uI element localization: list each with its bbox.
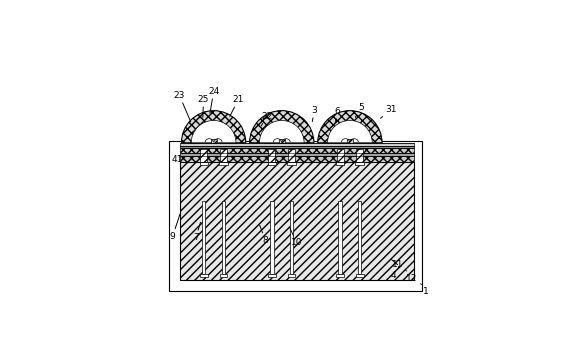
- Bar: [179, 156, 414, 162]
- Bar: [287, 162, 296, 165]
- Wedge shape: [259, 120, 304, 143]
- Bar: [179, 153, 414, 156]
- Bar: [290, 201, 293, 274]
- Bar: [356, 274, 364, 277]
- Bar: [222, 201, 225, 274]
- Wedge shape: [191, 120, 236, 143]
- Text: 21: 21: [230, 95, 244, 116]
- Bar: [270, 201, 273, 274]
- Text: 6: 6: [335, 107, 340, 121]
- Bar: [336, 162, 345, 165]
- Bar: [347, 139, 353, 143]
- Wedge shape: [181, 110, 245, 143]
- Bar: [219, 274, 228, 277]
- Text: 31: 31: [380, 105, 397, 118]
- Text: 7: 7: [193, 222, 200, 242]
- Bar: [288, 149, 295, 162]
- Bar: [336, 274, 344, 277]
- Bar: [269, 149, 276, 162]
- Bar: [220, 149, 227, 162]
- Text: 41: 41: [171, 155, 186, 164]
- Text: 22: 22: [261, 112, 272, 126]
- Bar: [268, 274, 276, 277]
- Bar: [179, 162, 414, 280]
- Bar: [356, 149, 363, 162]
- Bar: [200, 149, 207, 162]
- Bar: [336, 149, 343, 162]
- Bar: [200, 274, 208, 277]
- Bar: [179, 145, 414, 148]
- Bar: [278, 139, 285, 143]
- Text: 11: 11: [391, 259, 404, 269]
- Text: 1: 1: [421, 284, 429, 296]
- Bar: [179, 143, 414, 145]
- Bar: [356, 162, 364, 165]
- Bar: [219, 162, 228, 165]
- Text: 24: 24: [208, 87, 219, 113]
- Text: 4: 4: [391, 267, 399, 280]
- Wedge shape: [318, 110, 382, 143]
- Bar: [168, 141, 422, 291]
- Text: 10: 10: [290, 228, 302, 247]
- Bar: [339, 201, 342, 274]
- Text: 9: 9: [170, 214, 180, 240]
- Text: 3: 3: [312, 106, 317, 121]
- Bar: [211, 139, 217, 143]
- Text: 8: 8: [259, 225, 268, 245]
- Text: 5: 5: [356, 103, 364, 118]
- Bar: [358, 201, 361, 274]
- Text: 25: 25: [198, 95, 209, 118]
- Wedge shape: [328, 120, 372, 143]
- Bar: [179, 148, 414, 153]
- Wedge shape: [250, 110, 314, 143]
- Text: 23: 23: [174, 91, 190, 122]
- Bar: [200, 162, 208, 165]
- Bar: [267, 162, 276, 165]
- Bar: [288, 274, 295, 277]
- Bar: [202, 201, 206, 274]
- Text: 12: 12: [405, 270, 417, 283]
